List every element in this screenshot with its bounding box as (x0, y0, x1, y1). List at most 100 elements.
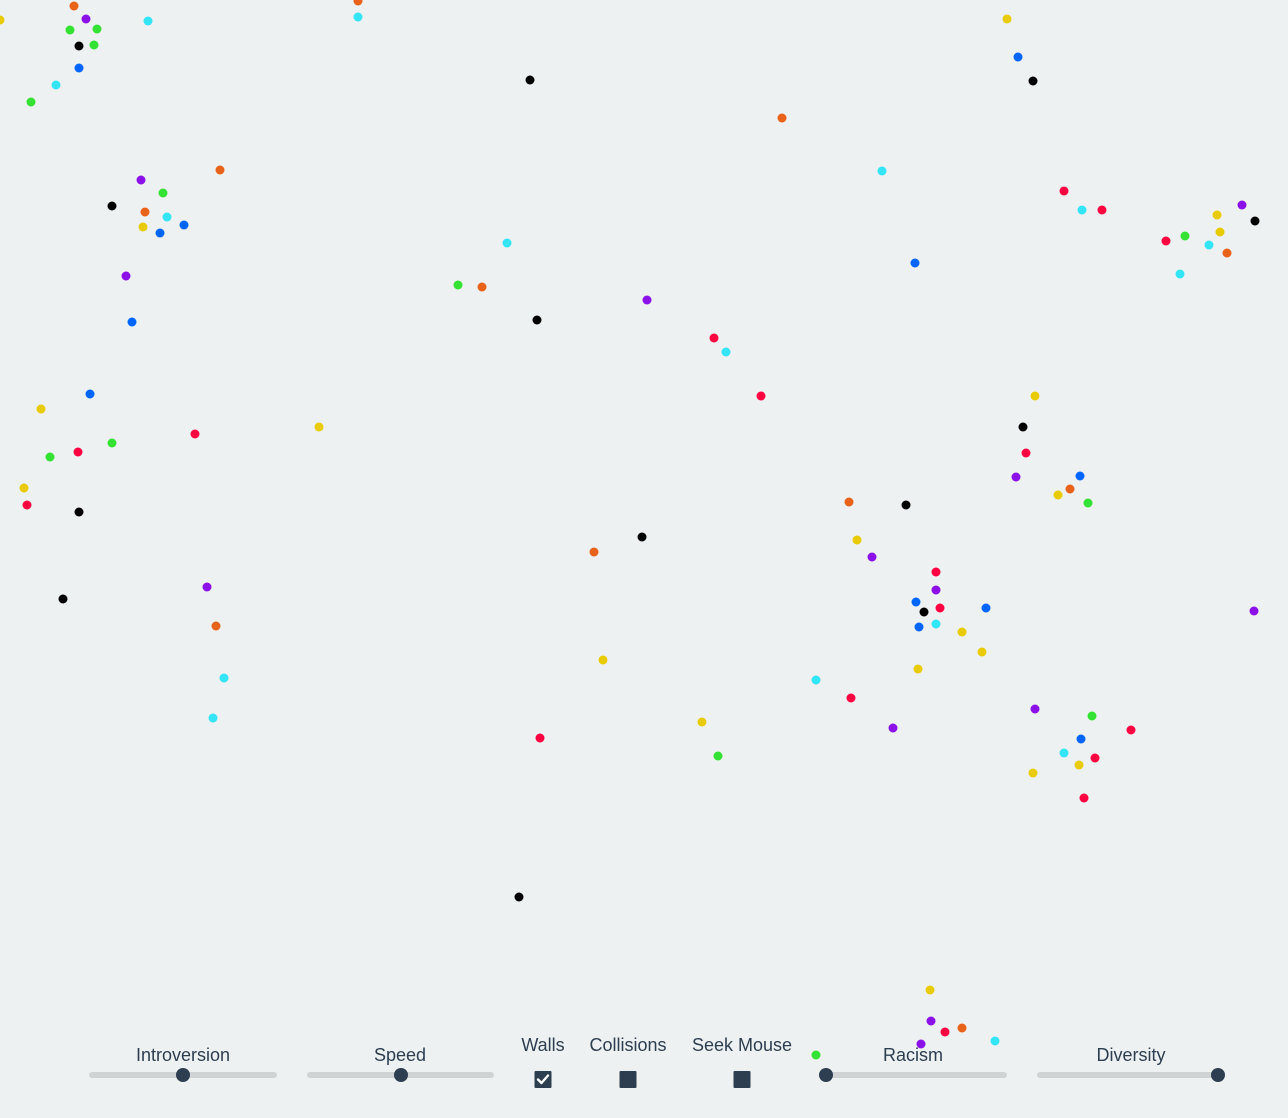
agent-dot (1075, 471, 1085, 481)
agents-layer (0, 0, 1260, 1060)
agent-dot (51, 80, 61, 90)
introversion-slider[interactable] (89, 1065, 277, 1085)
speed-label: Speed (373, 1045, 427, 1065)
agent-dot (598, 655, 608, 665)
agent-dot (69, 1, 79, 11)
agent-dot (888, 723, 898, 733)
agent-dot (756, 391, 766, 401)
agent-dot (453, 280, 463, 290)
agent-dot (1249, 606, 1259, 616)
walls-label: Walls (521, 1035, 565, 1055)
agent-dot (211, 621, 221, 631)
agent-dot (919, 607, 929, 617)
speed-slider[interactable] (307, 1065, 494, 1085)
agent-dot (1021, 448, 1031, 458)
racism-slider[interactable] (819, 1065, 1007, 1085)
agent-dot (45, 452, 55, 462)
seek-mouse-checkbox[interactable] (733, 1071, 751, 1088)
speed-slider-thumb[interactable] (393, 1068, 408, 1082)
walls-checkbox[interactable] (534, 1071, 552, 1088)
agent-dot (981, 603, 991, 613)
agent-dot (589, 547, 599, 557)
agent-dot (179, 220, 189, 230)
racism-slider-thumb[interactable] (819, 1068, 833, 1082)
agent-dot (0, 15, 5, 25)
agent-dot (81, 14, 91, 24)
agent-dot (926, 1016, 936, 1026)
agent-dot (1090, 753, 1100, 763)
agent-dot (1079, 793, 1089, 803)
agent-dot (202, 582, 212, 592)
agent-dot (140, 207, 150, 217)
agent-dot (1215, 227, 1225, 237)
agent-dot (777, 113, 787, 123)
diversity-slider[interactable] (1037, 1065, 1225, 1085)
agent-dot (74, 63, 84, 73)
introversion-slider-thumb[interactable] (176, 1068, 190, 1082)
agent-dot (1204, 240, 1214, 250)
agent-dot (811, 675, 821, 685)
agent-dot (990, 1036, 1000, 1046)
agent-dot (637, 532, 647, 542)
agent-dot (502, 238, 512, 248)
diversity-slider-thumb[interactable] (1211, 1068, 1225, 1082)
agent-dot (931, 585, 941, 595)
agent-dot (85, 389, 95, 399)
agent-dot (1237, 200, 1247, 210)
introversion-label: Introversion (135, 1045, 231, 1065)
agent-dot (1087, 711, 1097, 721)
agent-dot (1028, 768, 1038, 778)
agent-dot (852, 535, 862, 545)
racism-slider-track (826, 1072, 1007, 1078)
racism-label: Racism (882, 1045, 944, 1065)
agent-dot (74, 507, 84, 517)
agent-dot (92, 24, 102, 34)
agent-dot (931, 567, 941, 577)
agent-dot (935, 603, 945, 613)
agent-dot (107, 201, 117, 211)
agent-dot (1074, 760, 1084, 770)
agent-dot (208, 713, 218, 723)
agent-dot (1028, 76, 1038, 86)
agent-dot (158, 188, 168, 198)
agent-dot (844, 497, 854, 507)
agent-dot (219, 673, 229, 683)
agent-dot (901, 500, 911, 510)
agent-dot (1083, 498, 1093, 508)
agent-dot (1250, 216, 1260, 226)
agent-dot (1175, 269, 1185, 279)
agent-dot (940, 1027, 950, 1037)
agent-dot (138, 222, 148, 232)
agent-dot (26, 97, 36, 107)
agent-dot (713, 751, 723, 761)
agent-dot (353, 0, 363, 6)
agent-dot (65, 25, 75, 35)
agent-dot (535, 733, 545, 743)
agent-dot (19, 483, 29, 493)
agent-dot (957, 1023, 967, 1033)
agent-dot (127, 317, 137, 327)
agent-dot (916, 1039, 926, 1049)
checkmark-icon (536, 1074, 550, 1085)
diversity-label: Diversity (1096, 1045, 1166, 1065)
agent-dot (1126, 725, 1136, 735)
agent-dot (532, 315, 542, 325)
agent-dot (1002, 14, 1012, 24)
agent-dot (58, 594, 68, 604)
diversity-slider-track (1037, 1072, 1218, 1078)
agent-dot (642, 295, 652, 305)
agent-dot (353, 12, 363, 22)
agent-dot (1013, 52, 1023, 62)
seek-mouse-label: Seek Mouse (691, 1035, 793, 1055)
agent-dot (925, 985, 935, 995)
agent-dot (190, 429, 200, 439)
agent-dot (143, 16, 153, 26)
agent-dot (1212, 210, 1222, 220)
agent-dot (977, 647, 987, 657)
agent-dot (74, 41, 84, 51)
collisions-checkbox[interactable] (619, 1071, 637, 1088)
agent-dot (314, 422, 324, 432)
agent-dot (867, 552, 877, 562)
agent-dot (1053, 490, 1063, 500)
